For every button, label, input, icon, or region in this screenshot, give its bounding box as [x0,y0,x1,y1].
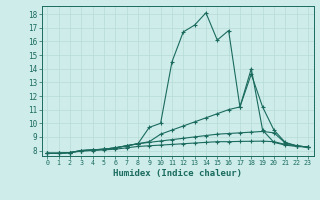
X-axis label: Humidex (Indice chaleur): Humidex (Indice chaleur) [113,169,242,178]
